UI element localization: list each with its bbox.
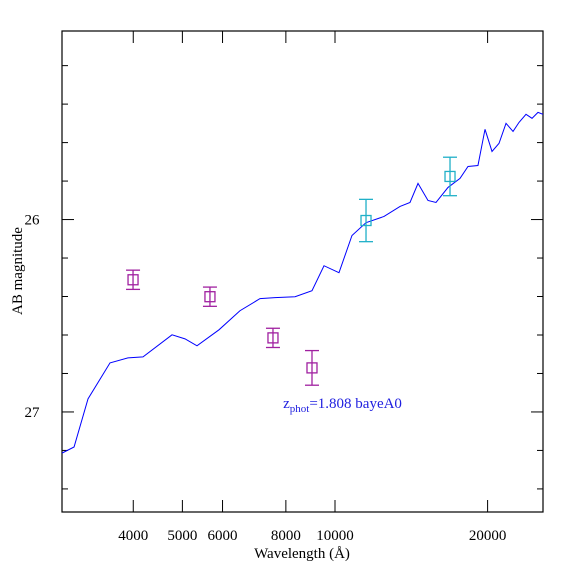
y-tick-label: 26 <box>25 213 41 229</box>
x-tick-label: 6000 <box>208 528 238 544</box>
x-tick-label: 8000 <box>271 528 301 544</box>
x-tick-label: 4000 <box>118 528 148 544</box>
annotation: zphot=1.808 bayeA0 <box>283 396 402 415</box>
error-bar <box>202 286 217 307</box>
photometry-point <box>127 274 139 286</box>
x-axis-label: Wavelength (Å) <box>254 546 350 562</box>
annotation-prefix: z <box>283 396 290 412</box>
y-tick-label: 27 <box>25 405 41 421</box>
photometry-point <box>360 214 372 227</box>
x-tick-label: 5000 <box>167 528 197 544</box>
error-bar <box>126 269 141 291</box>
error-bar <box>265 327 280 349</box>
model-spectrum <box>61 111 544 454</box>
photometry-point <box>204 291 216 303</box>
x-tick-label: 10000 <box>316 528 354 544</box>
y-axis-label: AB magnitude <box>10 227 26 315</box>
error-bar <box>443 156 458 197</box>
annotation-subscript: phot <box>290 403 310 415</box>
photometry-point <box>267 332 279 344</box>
photometry-point <box>306 362 318 374</box>
photometry-point <box>444 170 456 183</box>
error-bar <box>359 198 374 243</box>
x-tick-label: 20000 <box>469 528 507 544</box>
plot-frame <box>61 30 544 513</box>
error-bar <box>304 349 319 386</box>
annotation-text: =1.808 bayeA0 <box>309 396 402 412</box>
